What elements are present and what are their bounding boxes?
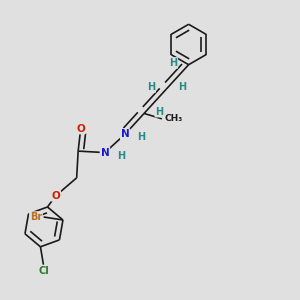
Text: H: H [169,58,177,68]
Text: O: O [52,191,60,201]
Text: H: H [147,82,155,92]
Text: Br: Br [30,212,42,222]
Text: N: N [121,129,130,139]
Text: H: H [155,107,164,117]
Text: H: H [178,82,186,92]
Text: CH₃: CH₃ [165,114,183,123]
Text: H: H [138,132,146,142]
Text: Cl: Cl [38,266,49,276]
Text: H: H [117,151,125,160]
Text: N: N [100,148,109,158]
Text: O: O [76,124,85,134]
